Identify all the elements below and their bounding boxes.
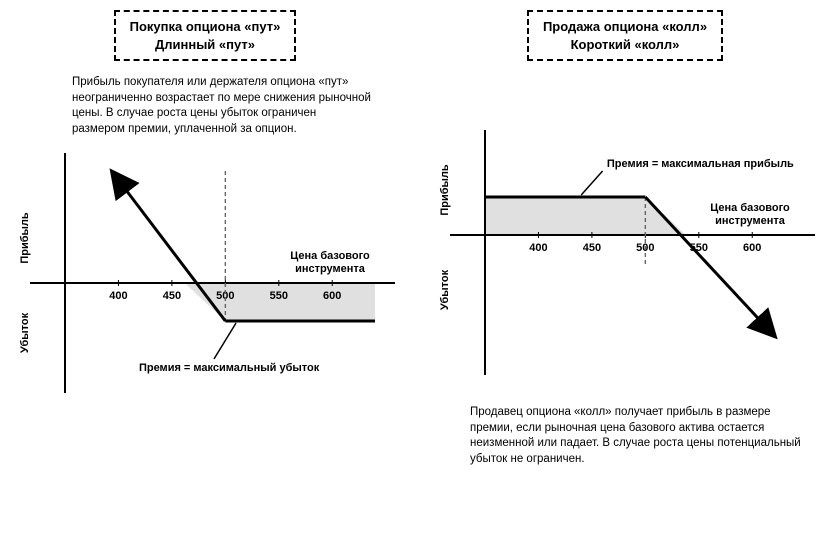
panels-row: Покупка опциона «пут» Длинный «пут» Приб… <box>10 10 825 467</box>
title-wrap: Продажа опциона «колл» Короткий «колл» <box>430 10 820 61</box>
title-box-short-call: Продажа опциона «колл» Короткий «колл» <box>527 10 723 61</box>
svg-text:Премия = максимальная прибыль: Премия = максимальная прибыль <box>607 158 794 170</box>
panel-short-call: Продажа опциона «колл» Короткий «колл» 4… <box>430 10 820 467</box>
svg-text:400: 400 <box>529 242 547 254</box>
chart-long-put: 400450500550600ПрибыльУбытокЦена базовог… <box>10 143 400 423</box>
svg-text:Прибыль: Прибыль <box>439 164 451 216</box>
svg-text:Убыток: Убыток <box>439 269 451 310</box>
svg-text:инструмента: инструмента <box>715 215 786 227</box>
svg-text:Цена базового: Цена базового <box>290 250 370 262</box>
svg-text:Прибыль: Прибыль <box>19 212 31 264</box>
title-box-long-put: Покупка опциона «пут» Длинный «пут» <box>114 10 297 61</box>
svg-text:450: 450 <box>163 290 181 302</box>
svg-text:600: 600 <box>323 290 341 302</box>
svg-text:450: 450 <box>583 242 601 254</box>
svg-text:550: 550 <box>270 290 288 302</box>
title-wrap: Покупка опциона «пут» Длинный «пут» <box>10 10 400 61</box>
title-line1: Продажа опциона «колл» <box>543 19 707 34</box>
title-line2: Длинный «пут» <box>155 37 255 52</box>
svg-text:600: 600 <box>743 242 761 254</box>
title-line2: Короткий «колл» <box>571 37 680 52</box>
description-long-put: Прибыль покупателя или держателя опциона… <box>72 75 372 137</box>
svg-text:400: 400 <box>109 290 127 302</box>
chart-short-call: 400450500550600ПрибыльУбытокЦена базовог… <box>430 115 820 395</box>
svg-text:Цена базового: Цена базового <box>710 202 790 214</box>
panel-long-put: Покупка опциона «пут» Длинный «пут» Приб… <box>10 10 400 423</box>
svg-text:инструмента: инструмента <box>295 263 366 275</box>
svg-text:Премия = максимальный убыток: Премия = максимальный убыток <box>139 362 320 374</box>
title-line1: Покупка опциона «пут» <box>130 19 281 34</box>
description-short-call: Продавец опциона «колл» получает прибыль… <box>470 405 810 467</box>
svg-text:Убыток: Убыток <box>19 313 31 354</box>
